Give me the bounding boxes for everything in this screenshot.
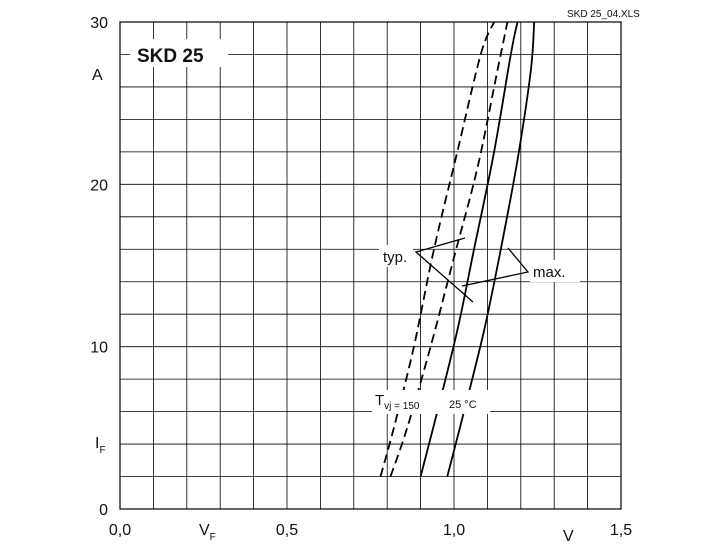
y-tick-label: 0 xyxy=(99,502,108,519)
tick-labels: 0,0 0,5 1,0 1,5 0 10 20 30 xyxy=(90,15,632,539)
typ-label-box xyxy=(379,245,413,267)
file-label: SKD 25_04.XLS xyxy=(567,9,640,20)
plot-frame xyxy=(119,21,622,510)
x-axis-label: VF xyxy=(199,522,216,543)
y-tick-label: 10 xyxy=(90,340,108,357)
y-tick-label: 30 xyxy=(90,15,108,32)
x-tick-label: 0,5 xyxy=(276,522,298,539)
x-tick-label: 1,5 xyxy=(610,522,632,539)
max-label: max. xyxy=(533,264,566,281)
x-unit: V xyxy=(563,528,574,545)
series-line-2 xyxy=(389,21,509,477)
y-unit: A xyxy=(92,67,103,84)
x-tick-label: 1,0 xyxy=(443,522,465,539)
chart-title: SKD 25 xyxy=(137,46,204,67)
typ-pointer xyxy=(414,237,474,303)
typ-label: typ. xyxy=(383,249,407,266)
tvj-label: Tvj = 150 xyxy=(375,392,420,412)
temp-25-label: 25 °C xyxy=(449,399,477,411)
x-tick-label: 0,0 xyxy=(109,522,131,539)
tvj-label-box xyxy=(372,390,490,414)
title-box xyxy=(130,39,228,67)
max-label-box xyxy=(530,260,580,282)
max-pointer xyxy=(461,247,530,287)
y-tick-label: 20 xyxy=(90,177,108,194)
y-axis-label: IF xyxy=(95,435,106,456)
